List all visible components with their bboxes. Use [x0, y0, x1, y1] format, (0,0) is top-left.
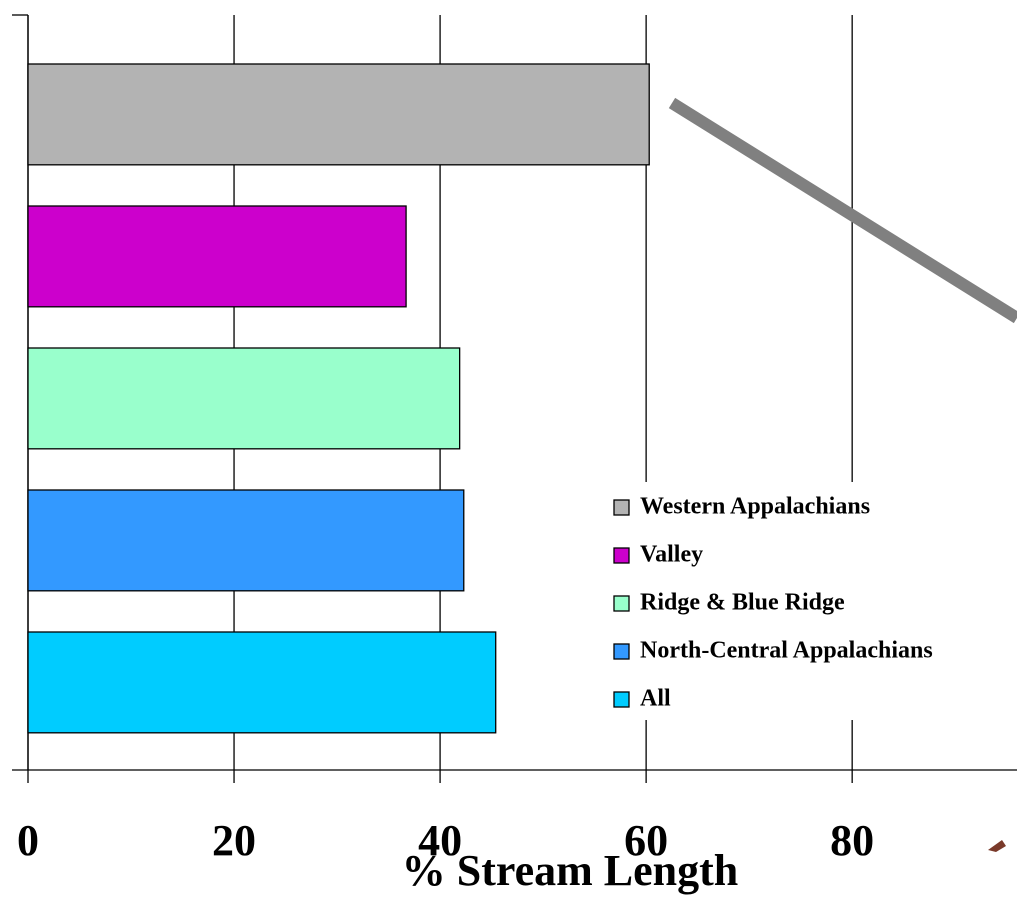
bar: [27, 489, 465, 592]
x-tick-label: 60: [624, 816, 668, 865]
legend-label: All: [640, 686, 671, 712]
legend-label: Western Appalachians: [640, 494, 870, 520]
bar: [27, 347, 461, 450]
bar: [27, 205, 407, 308]
bar: [27, 63, 650, 166]
decor-line: [668, 97, 1017, 324]
legend-swatch: [613, 643, 630, 660]
x-tick-label: 0: [17, 816, 39, 865]
decor-icon: [988, 840, 1006, 852]
x-tick-label: 80: [830, 816, 874, 865]
legend-box: [600, 482, 1017, 720]
legend-label: Ridge & Blue Ridge: [640, 590, 845, 616]
x-tick-label: 20: [212, 816, 256, 865]
legend-label: North-Central Appalachians: [640, 638, 933, 664]
x-tick-label: 40: [418, 816, 462, 865]
x-axis-title: % Stream Length: [402, 846, 739, 895]
legend-swatch: [613, 691, 630, 708]
bar: [27, 631, 497, 734]
legend-label: Valley: [640, 542, 703, 568]
legend-swatch: [613, 499, 630, 516]
legend-swatch: [613, 547, 630, 564]
legend-swatch: [613, 595, 630, 612]
